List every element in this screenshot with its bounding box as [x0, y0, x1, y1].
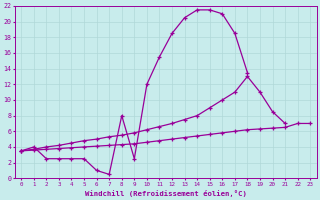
X-axis label: Windchill (Refroidissement éolien,°C): Windchill (Refroidissement éolien,°C): [85, 190, 247, 197]
